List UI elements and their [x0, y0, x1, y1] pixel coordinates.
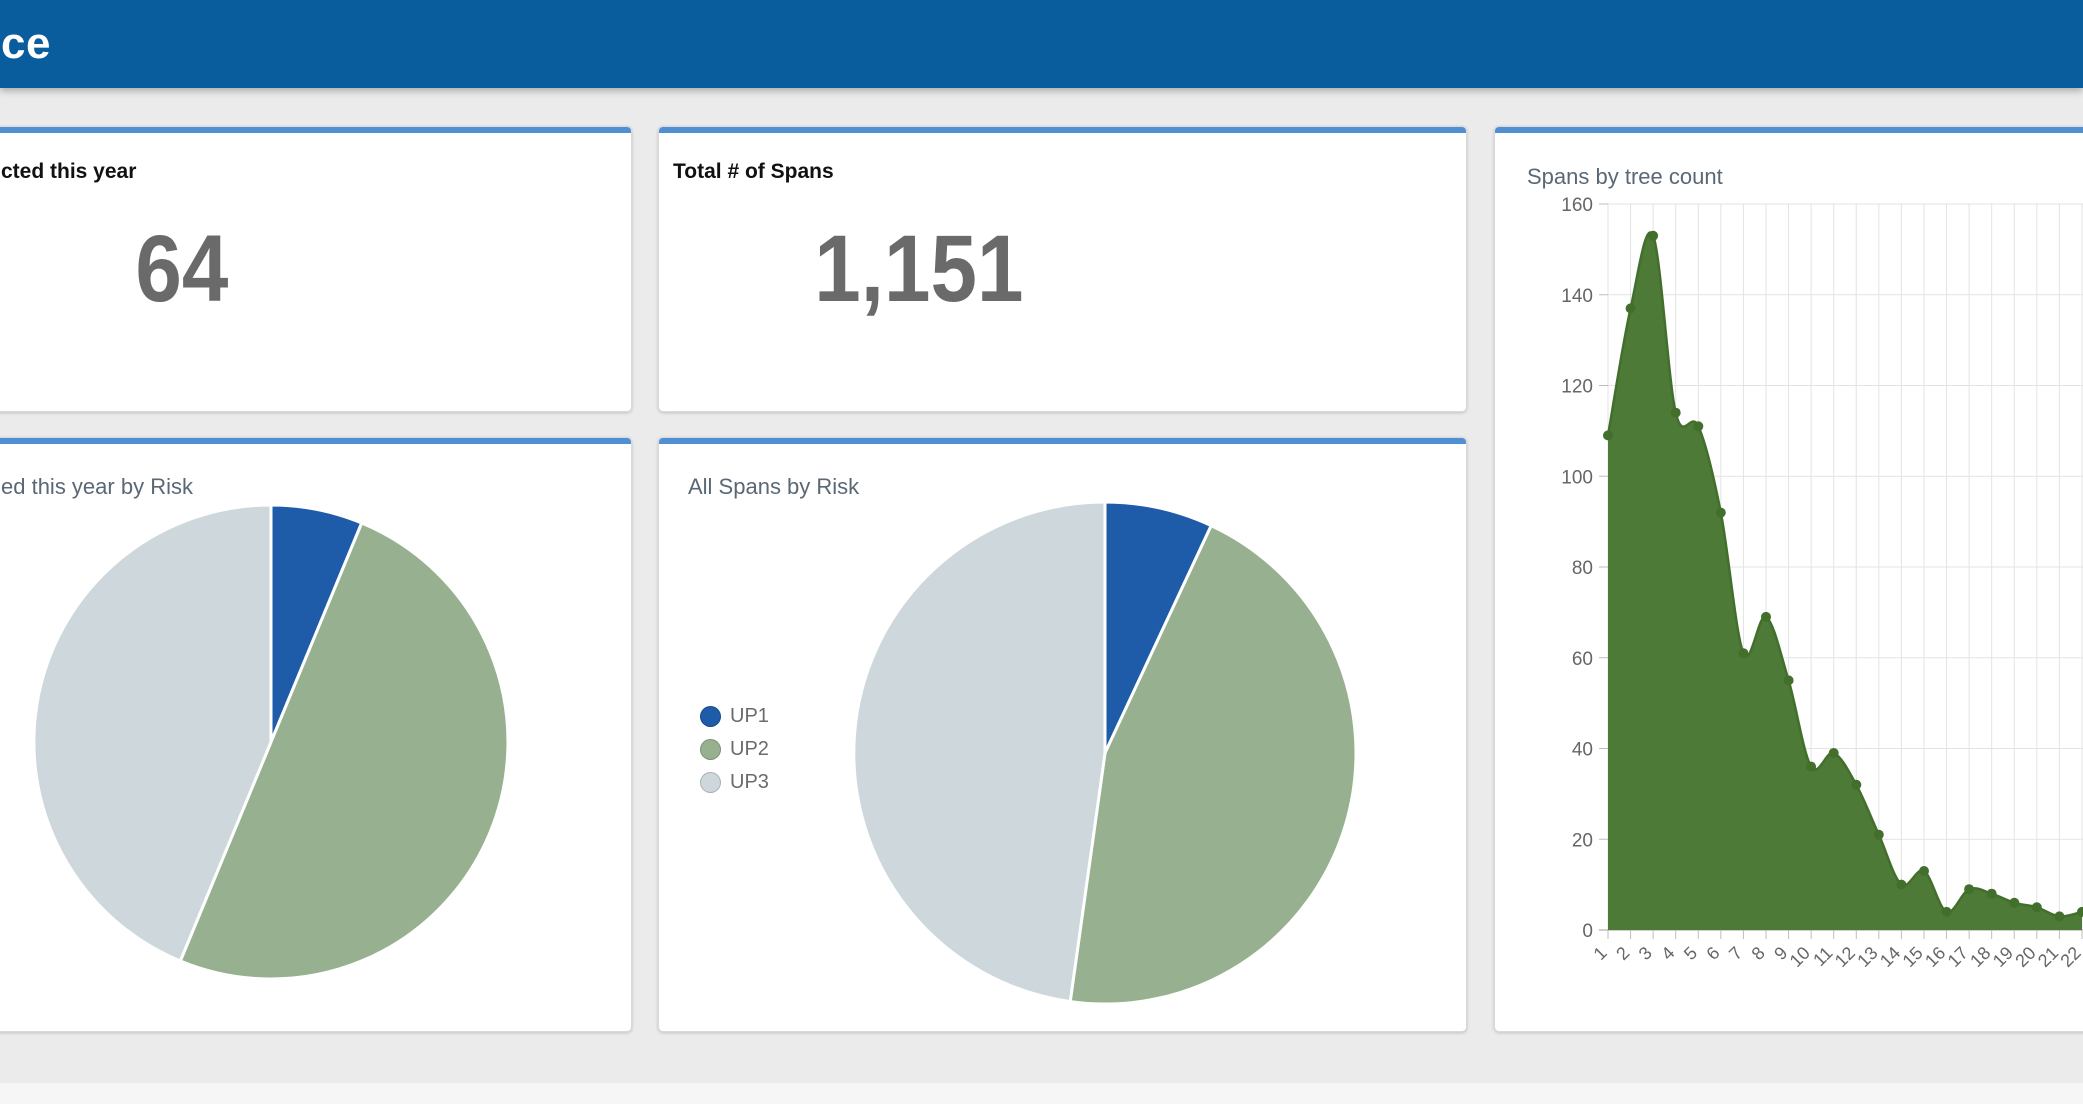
card-collected-this-year: cted this year 64 — [0, 126, 632, 412]
data-point-marker[interactable] — [1851, 779, 1862, 790]
data-point-marker[interactable] — [1625, 303, 1636, 314]
data-point-marker[interactable] — [1896, 879, 1907, 890]
y-tick-label: 20 — [1572, 830, 1593, 851]
chart-title: ed this year by Risk — [1, 474, 193, 499]
x-tick-label: 4 — [1657, 943, 1678, 964]
card-total-spans: Total # of Spans 1,151 — [658, 126, 1467, 412]
pie-chart-all-spans-by-risk[interactable] — [852, 500, 1358, 1006]
data-point-marker[interactable] — [2031, 902, 2042, 913]
x-tick-label: 2 — [1612, 943, 1633, 964]
legend-swatch-icon — [700, 772, 721, 793]
card-title: Total # of Spans — [673, 160, 834, 183]
x-tick-label: 7 — [1725, 943, 1746, 964]
data-point-marker[interactable] — [1941, 906, 1952, 917]
data-point-marker[interactable] — [1873, 829, 1884, 840]
data-point-marker[interactable] — [1761, 611, 1771, 622]
data-point-marker[interactable] — [1783, 675, 1794, 686]
chart-title: Spans by tree count — [1527, 164, 1723, 189]
pie-legend: UP1 UP2 UP3 — [700, 700, 769, 799]
area-fill[interactable] — [1608, 232, 2082, 930]
pie-slice-up1[interactable] — [1103, 500, 1213, 755]
legend-item-up2[interactable]: UP2 — [700, 733, 769, 766]
legend-label: UP3 — [730, 771, 769, 793]
pie-slice-up3[interactable] — [32, 503, 273, 963]
legend-label: UP2 — [730, 738, 769, 760]
page-footer-strip — [0, 1083, 2083, 1104]
pie-slice-up2[interactable] — [178, 521, 510, 981]
y-tick-label: 0 — [1582, 921, 1593, 942]
legend-swatch-icon — [700, 739, 721, 760]
app-header: ce — [0, 0, 2083, 88]
x-tick-label: 1 — [1590, 943, 1611, 964]
card-collected-by-risk: ed this year by Risk — [0, 437, 632, 1032]
data-point-marker[interactable] — [2077, 906, 2083, 917]
pie-chart-collected-by-risk[interactable] — [31, 502, 511, 982]
x-tick-label: 8 — [1748, 943, 1769, 964]
data-point-marker[interactable] — [1986, 888, 1997, 899]
data-point-marker[interactable] — [2054, 911, 2065, 922]
x-tick-label: 22 — [2056, 943, 2083, 971]
data-point-marker[interactable] — [1693, 421, 1704, 432]
data-point-marker[interactable] — [2009, 897, 2020, 908]
legend-item-up3[interactable]: UP3 — [700, 766, 769, 799]
y-tick-label: 60 — [1572, 649, 1593, 670]
y-tick-label: 100 — [1561, 467, 1593, 488]
collected-count-value: 64 — [135, 216, 229, 322]
x-tick-label: 3 — [1635, 943, 1656, 964]
legend-swatch-icon — [700, 706, 721, 727]
x-tick-label: 6 — [1702, 943, 1723, 964]
data-point-marker[interactable] — [1919, 866, 1929, 876]
y-tick-label: 80 — [1572, 558, 1593, 579]
legend-label: UP1 — [730, 705, 769, 727]
total-spans-value: 1,151 — [814, 216, 1024, 322]
card-title: cted this year — [1, 160, 137, 183]
legend-item-up1[interactable]: UP1 — [700, 700, 769, 733]
pie-slice-up3[interactable] — [852, 500, 1107, 1004]
y-tick-label: 140 — [1561, 286, 1593, 307]
chart-title: All Spans by Risk — [688, 474, 860, 499]
data-point-marker[interactable] — [1738, 648, 1749, 659]
card-all-spans-by-risk: All Spans by Risk UP1 UP2 UP3 — [658, 437, 1467, 1032]
data-point-marker[interactable] — [1670, 407, 1681, 418]
x-tick-label: 5 — [1680, 943, 1701, 964]
data-point-marker[interactable] — [1603, 430, 1613, 441]
y-tick-label: 160 — [1561, 195, 1593, 216]
data-point-marker[interactable] — [1806, 761, 1817, 772]
card-spans-by-tree-count: Spans by tree count 0 20 40 60 80 100 120 140 16… — [1494, 126, 2083, 1032]
pie-slice-up2[interactable] — [1068, 524, 1358, 1006]
data-point-marker[interactable] — [1648, 230, 1659, 241]
data-point-marker[interactable] — [1828, 748, 1839, 758]
brand-title-fragment[interactable]: ce — [1, 19, 51, 68]
data-point-marker[interactable] — [1964, 884, 1975, 895]
y-tick-label: 120 — [1561, 377, 1593, 398]
data-point-marker[interactable] — [1715, 507, 1726, 518]
y-tick-label: 40 — [1572, 740, 1593, 761]
